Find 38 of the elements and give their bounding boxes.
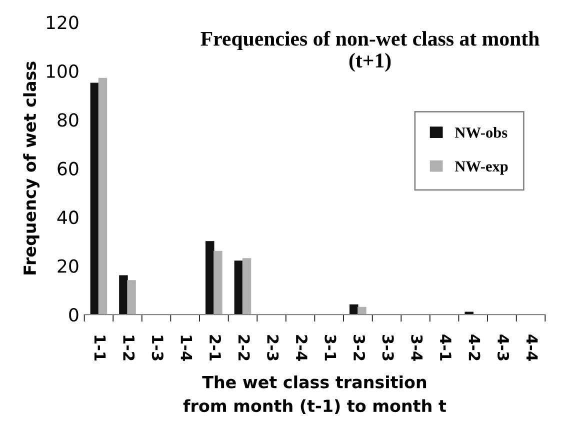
x-tick-label: 2-2 [238, 335, 250, 360]
y-tick-label: 60 [58, 162, 78, 176]
legend-label: NW-exp [454, 161, 508, 175]
bar [90, 82, 100, 315]
y-tick-label: 0 [69, 308, 78, 322]
x-tick-label: 4-3 [498, 334, 510, 360]
legend-label: NW-obs [454, 127, 508, 138]
x-tick-label: 4-4 [526, 334, 538, 361]
x-tick-label: 2-1 [210, 335, 222, 361]
y-tick-label: 120 [46, 16, 78, 30]
x-tick-label: 2-4 [296, 335, 308, 361]
x-tick-label: 4-1 [440, 334, 452, 361]
text: Frequencies of non-wet class at month (t+1) [200, 30, 540, 72]
bar [214, 250, 222, 315]
x-tick-label: 3-4 [411, 334, 423, 361]
y-tick-label: 80 [58, 113, 78, 127]
bar [234, 260, 244, 315]
x-tick-label: 1-1 [94, 336, 106, 361]
x-tick-label: 1-3 [152, 336, 164, 360]
x-tick-label: 3-2 [353, 334, 366, 360]
bar [127, 280, 136, 315]
x-tick-label: 1-2 [123, 336, 135, 360]
bar [358, 306, 366, 315]
x-tick-label: 2-3 [267, 335, 279, 360]
y-axis-title: Frequency of wet class [23, 62, 40, 274]
x-axis-title: The wet class transition from month (t-1) to month t [183, 375, 446, 414]
x-tick-label: 3-3 [382, 334, 394, 360]
bar [242, 258, 252, 315]
bar [205, 241, 214, 315]
y-tick-label: 100 [46, 64, 78, 78]
x-tick-label: 4-2 [468, 334, 480, 360]
y-tick-label: 20 [58, 259, 78, 273]
x-tick-label: 1-4 [180, 336, 192, 361]
bar [119, 275, 128, 315]
bar [98, 78, 108, 315]
y-tick-label: 40 [57, 210, 78, 224]
x-tick-label: 3-1 [324, 334, 336, 361]
bar [464, 312, 474, 315]
